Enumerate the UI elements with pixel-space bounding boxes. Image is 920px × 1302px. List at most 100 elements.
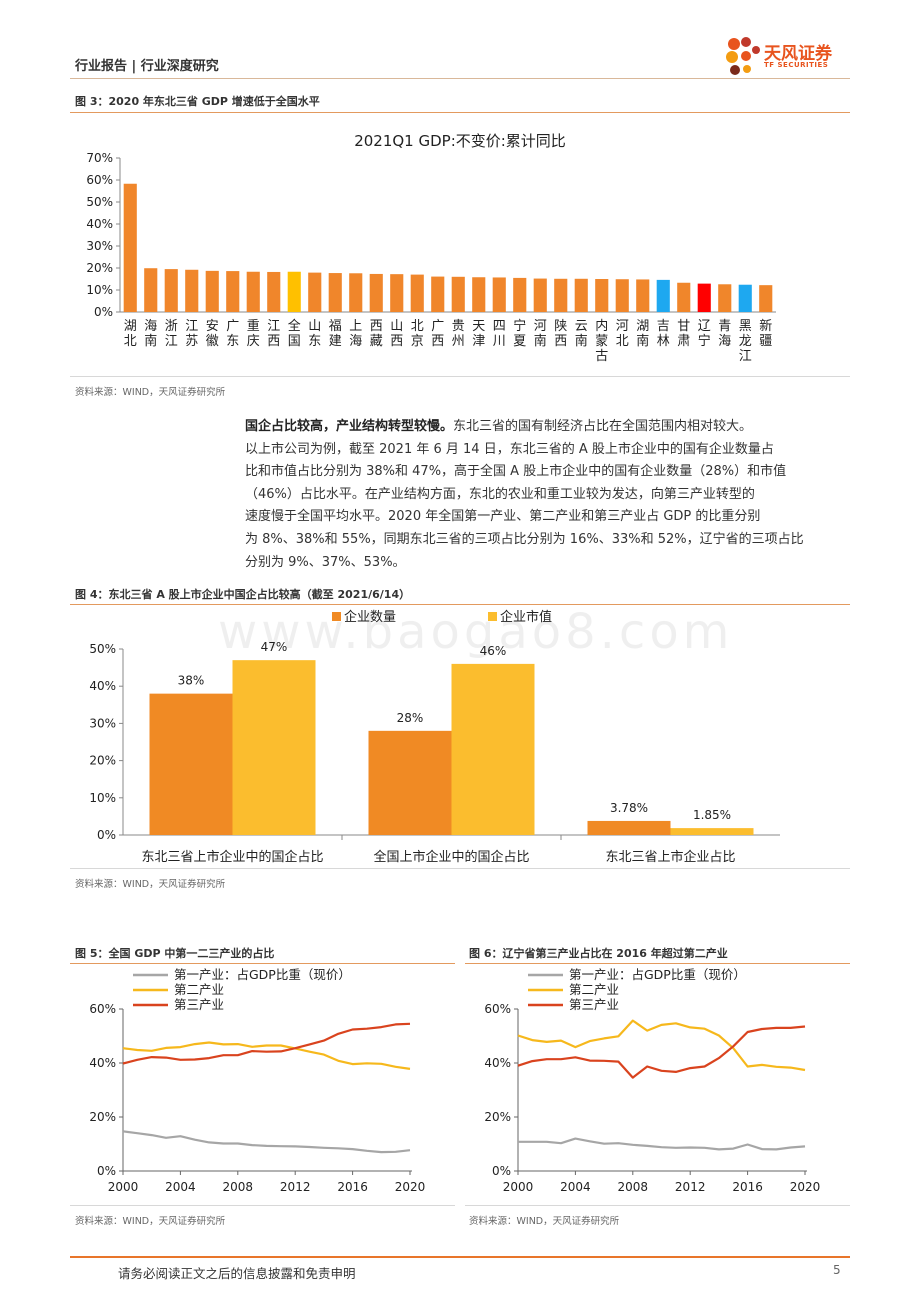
- paragraph-lead: 国企占比较高，产业结构转型较慢。: [245, 419, 454, 434]
- f5-series-line: [122, 1041, 411, 1070]
- figure3-category-label: 山: [390, 319, 403, 334]
- figure3-category-label: 东: [226, 334, 239, 349]
- figure4-title: 图 4：东北三省 A 股上市企业中国企占比较高（截至 2021/6/14）: [75, 588, 411, 601]
- paragraph-line-1-text: 东北三省的国有制经济占比在全国范围内相对较大。: [453, 419, 753, 434]
- f5-series-line: [122, 1130, 411, 1154]
- paragraph-line-3: 比和市值占比分别为 38%和 47%，高于全国 A 股上市企业中的国有企业数量（…: [245, 464, 787, 480]
- figure4-bar: [670, 828, 754, 835]
- f6-series-line: [518, 1137, 806, 1151]
- figure4-category-label: 东北三省上市企业中的国企占比: [141, 849, 323, 865]
- figure4-data-label: 47%: [261, 640, 288, 654]
- figure3-y-tick-label: 70%: [86, 151, 113, 165]
- figure3-category-label: 宁: [698, 333, 711, 349]
- page-number: 5: [833, 1263, 841, 1277]
- figure4-data-label: 38%: [178, 674, 205, 688]
- figure4-y-tick-label: 0%: [97, 828, 116, 842]
- f6-x-tick-label: 2008: [618, 1180, 649, 1194]
- figure3-bar: [656, 279, 670, 312]
- figure3-category-label: 南: [636, 333, 649, 349]
- f5-legend-label: 第二产业: [174, 982, 224, 997]
- f5-y-tick-label: 60%: [89, 1002, 116, 1016]
- figure3-bar: [472, 277, 486, 312]
- figure3-bar: [390, 274, 404, 312]
- f6-x-tick-label: 2012: [675, 1180, 706, 1194]
- figure3-bar: [308, 272, 322, 312]
- figure3-category-label: 西: [370, 319, 383, 334]
- brand-subtitle: TF SECURITIES: [764, 61, 829, 69]
- figure3-category-label: 陕: [554, 319, 567, 334]
- f6-legend-label: 第二产业: [569, 982, 619, 997]
- figure5-title: 图 5：全国 GDP 中第一二三产业的占比: [75, 947, 275, 960]
- figure4-bars: 38% 47% 28% 46% 3.78% 1.85%: [149, 640, 754, 835]
- f6-y-tick-label: 40%: [484, 1056, 511, 1070]
- figure3-category-label: 南: [144, 333, 157, 349]
- figure3-category-label: 北: [616, 334, 629, 349]
- flower-logo-icon: [726, 37, 760, 75]
- brand-name: 天风证券: [764, 44, 832, 64]
- f5-x-tick-label: 2020: [395, 1180, 426, 1194]
- figure3-category-label: 广: [226, 319, 239, 334]
- figure3-bar: [759, 285, 773, 312]
- figure3-category-label: 江: [739, 349, 752, 364]
- figure3-category-label: 林: [657, 334, 670, 349]
- figure5-title-rule: [70, 963, 455, 964]
- figure3-category-label: 庆: [247, 334, 260, 349]
- figure3-bar: [164, 269, 178, 312]
- figure4-legend-swatch: [488, 612, 497, 621]
- figure3-category-label: 徽: [206, 334, 219, 349]
- figure4-y-tick-label: 10%: [89, 791, 116, 805]
- figure3-bar: [267, 271, 281, 312]
- figure3-category-label: 宁: [513, 318, 526, 334]
- figure3-category-label: 江: [185, 319, 198, 334]
- figure3-bar: [205, 270, 219, 312]
- f6-y-tick-label: 20%: [484, 1110, 511, 1124]
- figure3-category-label: 川: [493, 334, 506, 349]
- figure3-category-label: 云: [575, 319, 588, 334]
- figure4-data-label: 46%: [480, 644, 507, 658]
- figure3-bars: [123, 183, 773, 312]
- figure4-data-label: 1.85%: [693, 808, 731, 822]
- f6-series-line: [517, 1025, 806, 1079]
- f6-x-tick-label: 2020: [790, 1180, 821, 1194]
- figure4-y-tick-label: 30%: [89, 716, 116, 730]
- figure3-category-label: 天: [472, 319, 485, 334]
- figure5-bottom-rule: [70, 1205, 455, 1206]
- figure4-source: 资料来源：WIND，天风证券研究所: [75, 879, 226, 890]
- figure3-bar: [246, 271, 260, 312]
- figure3-category-label: 南: [534, 333, 547, 349]
- figure3-bar: [349, 273, 363, 312]
- figure6-bottom-rule: [465, 1205, 850, 1206]
- figure4-bar: [451, 663, 535, 835]
- figure5-lines: [122, 1022, 411, 1154]
- figure4-y-tick-label: 50%: [89, 642, 116, 656]
- figure3-category-label: 古: [595, 349, 608, 364]
- figure3-bar: [431, 276, 445, 312]
- figure3-category-label: 蒙: [595, 334, 608, 349]
- figure3-category-label: 海: [718, 334, 731, 349]
- figure3-bar: [123, 183, 137, 312]
- figure3-category-label: 新: [759, 318, 772, 334]
- figure4-legend-label: 企业市值: [500, 609, 552, 625]
- figure6-title-rule: [465, 963, 850, 964]
- f6-series-line: [517, 1019, 806, 1072]
- figure3-title-rule: [70, 112, 850, 113]
- figure3-category-label: 疆: [759, 334, 772, 349]
- f5-x-tick-label: 2004: [165, 1180, 196, 1194]
- f5-legend-label: 第三产业: [174, 997, 224, 1012]
- paragraph-line-4: （46%）占比水平。在产业结构方面，东北的农业和重工业较为发达，向第三产业转型的: [245, 486, 755, 502]
- figure3-category-label: 津: [472, 334, 485, 349]
- figure3-category-label: 藏: [370, 334, 383, 349]
- figure3-category-label: 福: [329, 319, 342, 334]
- figure4-bar: [587, 820, 671, 835]
- f6-y-tick-label: 0%: [492, 1164, 511, 1178]
- figure3-category-label: 西: [390, 334, 403, 349]
- figure3-category-label: 西: [431, 334, 444, 349]
- figure3-bar: [451, 276, 465, 312]
- f5-x-tick-label: 2016: [337, 1180, 368, 1194]
- figure3-y-tick-label: 30%: [86, 239, 113, 253]
- figure3-category-label: 内: [595, 318, 608, 334]
- figure3-bar: [718, 284, 732, 312]
- figure5-axes: 0% 20% 40% 60% 2000 2004 2008 2012 2016 2020: [89, 1002, 425, 1194]
